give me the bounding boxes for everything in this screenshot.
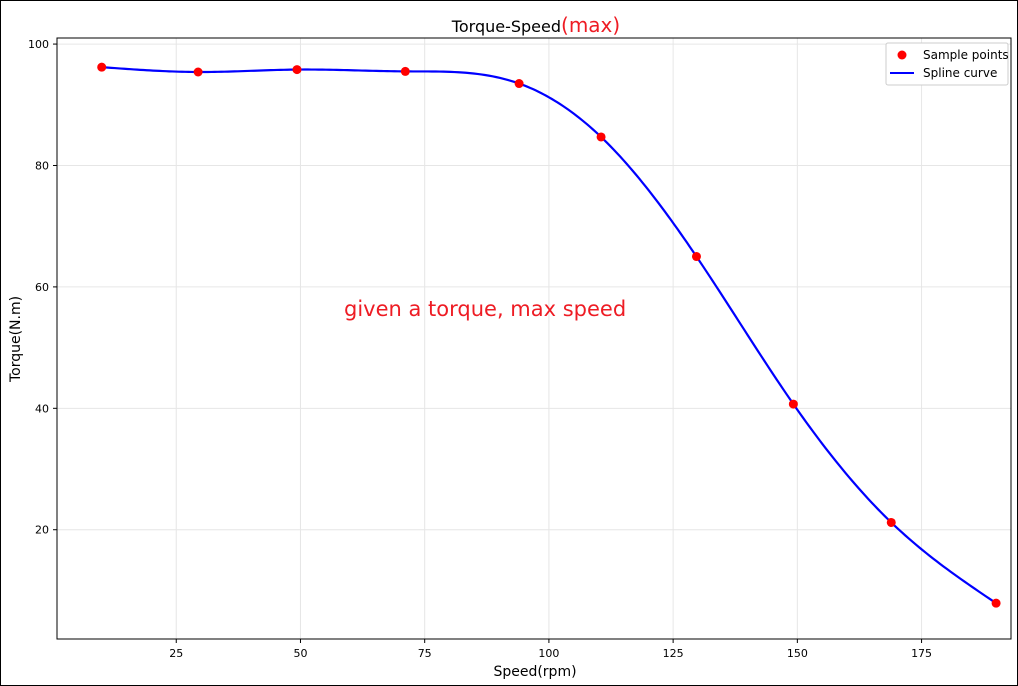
sample-point	[292, 65, 302, 75]
axis-ticks: 25 50 75 100 125 150 175 20 40 60 80 100	[28, 38, 932, 660]
x-tick-label: 125	[663, 647, 684, 660]
x-tick-label: 100	[538, 647, 559, 660]
legend-box	[885, 42, 1009, 86]
grid-lines	[57, 38, 1011, 639]
sample-point	[514, 79, 524, 89]
spline-curve-line	[101, 66, 997, 605]
y-tick-label: 60	[35, 281, 49, 294]
sample-point	[596, 132, 606, 142]
sample-point	[886, 517, 896, 527]
legend-spline-curve-label: Spline curve	[923, 66, 997, 80]
y-tick-label: 100	[28, 38, 49, 51]
sample-point	[691, 252, 701, 262]
x-tick-label: 175	[911, 647, 932, 660]
legend-sample-points-marker	[897, 50, 907, 60]
y-axis-label: Torque(N.m)	[8, 296, 24, 383]
sample-point	[193, 67, 203, 77]
x-tick-label: 50	[293, 647, 307, 660]
y-tick-label: 20	[35, 524, 49, 537]
x-tick-label: 150	[787, 647, 808, 660]
spline-curve-layer	[101, 66, 997, 605]
plot-area-frame	[56, 37, 1012, 640]
x-axis-label: Speed(rpm)	[493, 664, 576, 680]
chart-title-main: Torque-Speed	[451, 17, 561, 36]
sample-point	[991, 598, 1001, 608]
legend-sample-points-label: Sample points	[923, 48, 1009, 62]
chart-title: Torque-Speed(max)	[451, 13, 620, 37]
sample-point	[400, 66, 410, 76]
sample-point	[788, 399, 798, 409]
x-tick-label: 25	[169, 647, 183, 660]
y-tick-label: 80	[35, 159, 49, 172]
chart-title-accent: (max)	[561, 13, 620, 37]
max-speed-annotation: given a torque, max speed	[344, 297, 626, 321]
x-tick-label: 75	[418, 647, 432, 660]
legend: Sample points Spline curve	[885, 42, 1009, 86]
sample-points-layer	[97, 62, 1001, 608]
y-tick-label: 40	[35, 402, 49, 415]
sample-point	[97, 62, 107, 72]
